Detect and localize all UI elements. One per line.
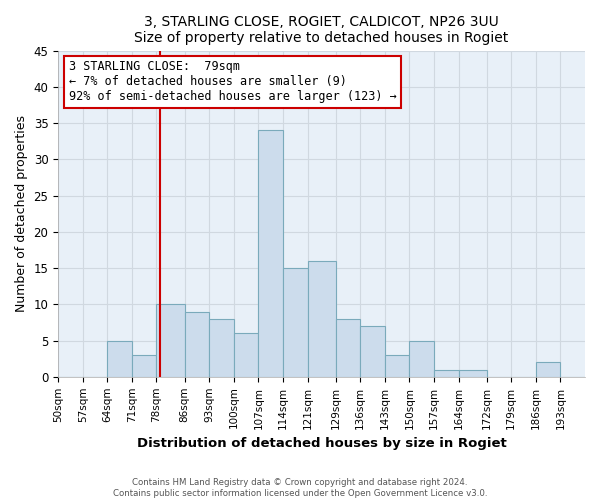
Bar <box>185 312 209 377</box>
Text: Contains HM Land Registry data © Crown copyright and database right 2024.
Contai: Contains HM Land Registry data © Crown c… <box>113 478 487 498</box>
Bar <box>458 370 487 377</box>
Bar <box>259 130 283 377</box>
Text: 3 STARLING CLOSE:  79sqm
← 7% of detached houses are smaller (9)
92% of semi-det: 3 STARLING CLOSE: 79sqm ← 7% of detached… <box>68 60 397 104</box>
Bar <box>234 334 259 377</box>
Bar <box>283 268 308 377</box>
Bar <box>157 304 185 377</box>
Y-axis label: Number of detached properties: Number of detached properties <box>15 115 28 312</box>
Bar <box>132 355 157 377</box>
Title: 3, STARLING CLOSE, ROGIET, CALDICOT, NP26 3UU
Size of property relative to detac: 3, STARLING CLOSE, ROGIET, CALDICOT, NP2… <box>134 15 509 45</box>
Bar <box>107 340 132 377</box>
Bar <box>335 319 360 377</box>
Bar <box>434 370 458 377</box>
Bar <box>209 319 234 377</box>
Bar <box>409 340 434 377</box>
Bar <box>360 326 385 377</box>
Bar <box>385 355 409 377</box>
X-axis label: Distribution of detached houses by size in Rogiet: Distribution of detached houses by size … <box>137 437 506 450</box>
Bar <box>536 362 560 377</box>
Bar <box>308 261 335 377</box>
